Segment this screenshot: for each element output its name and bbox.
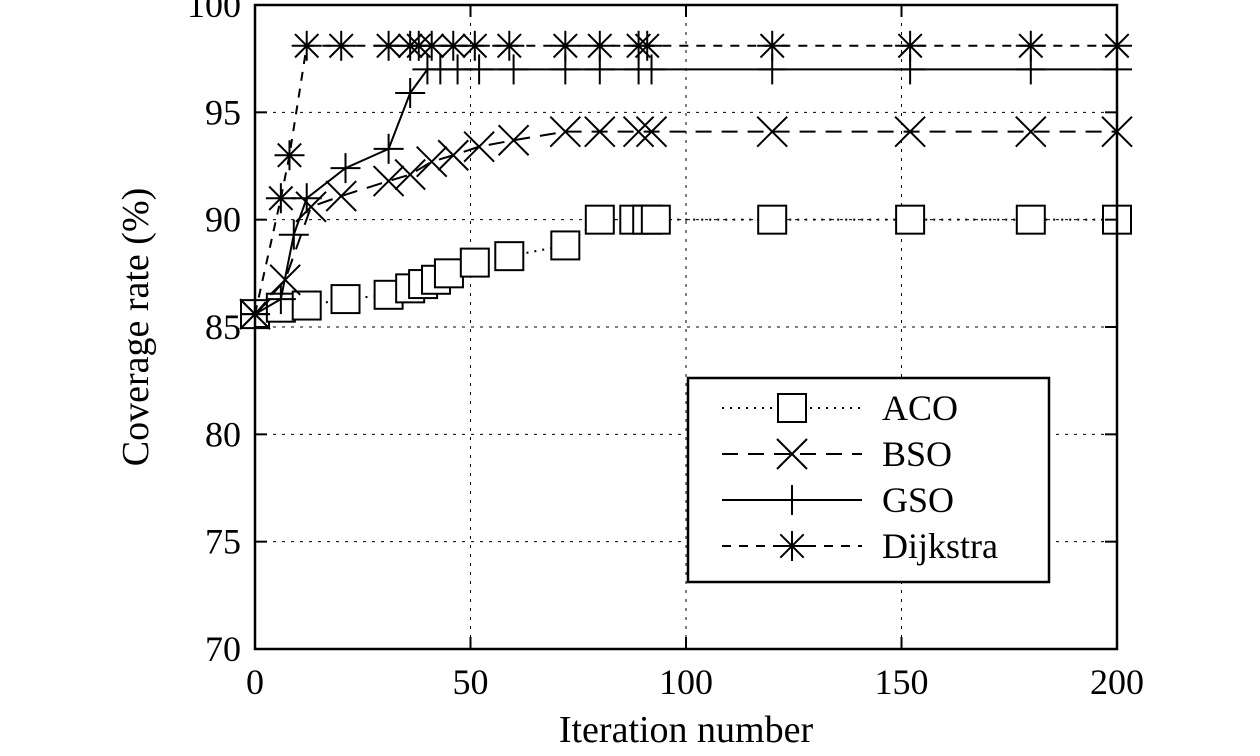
x-tick-label: 150 [875,662,929,702]
point-marker-plus [777,485,807,515]
point-marker-x [463,130,495,163]
point-marker-plus [636,54,667,85]
series-group [239,30,1133,330]
point-marker-x [394,158,426,191]
point-marker-x [622,115,655,148]
point-marker-plus [265,284,296,315]
point-marker-x [776,438,808,470]
point-marker-x [549,115,582,148]
point-marker-asterisk [494,30,525,61]
series-dijkstra [240,30,1132,330]
y-axis-title: Coverage rate (%) [115,188,157,467]
point-marker-square [459,247,490,278]
point-marker-x [497,124,530,156]
y-tick-label: 70 [205,629,241,669]
point-marker-asterisk [777,531,807,561]
legend-label: ACO [882,388,958,428]
point-marker-plus [278,219,309,250]
y-tick-label: 85 [205,307,241,347]
point-marker-square [777,393,807,423]
point-marker-plus [373,133,404,164]
series-gso [240,54,1132,330]
point-marker-square [757,204,788,235]
point-marker-x [756,115,788,148]
point-marker-square [433,258,464,289]
point-marker-x [894,115,926,148]
point-marker-plus [395,78,426,109]
ticks: 70 75 80 85 90 95 100 0 50 100 150 200 [187,0,1144,702]
point-marker-asterisk [1015,30,1046,61]
point-marker-square [550,230,581,261]
legend-item-bso: BSO [722,434,952,474]
point-marker-plus [330,153,361,184]
x-tick-label: 0 [246,662,264,702]
legend-label: BSO [882,434,952,474]
y-tick-label: 100 [187,0,241,25]
point-marker-x [325,180,357,212]
point-marker-square [330,284,361,315]
point-marker-asterisk [757,30,788,61]
point-marker-square [640,204,671,235]
point-marker-asterisk [291,30,322,61]
point-marker-x [635,115,668,148]
legend-label: GSO [882,480,954,520]
legend: ACO BSO GSO Dijkstra [686,376,1051,584]
point-marker-x [437,139,469,171]
point-marker-x [1015,115,1047,148]
point-marker-asterisk [632,30,663,61]
point-marker-asterisk [416,30,447,61]
x-tick-label: 200 [1090,662,1144,702]
legend-item-gso: GSO [722,480,954,520]
point-marker-asterisk [326,30,357,61]
point-marker-x [372,165,405,197]
x-tick-label: 100 [659,662,713,702]
point-marker-asterisk [550,30,581,61]
point-marker-asterisk [274,140,305,171]
point-marker-square [1015,204,1046,235]
point-marker-square [494,241,525,272]
point-marker-plus [498,54,529,85]
x-tick-label: 50 [453,662,489,702]
point-marker-square [291,290,322,321]
point-marker-asterisk [584,30,615,61]
x-axis-title: Iteration number [559,709,814,751]
point-marker-square [895,204,926,235]
legend-item-aco: ACO [722,388,958,428]
legend-item-dijkstra: Dijkstra [722,526,998,566]
point-marker-x [416,145,448,178]
point-marker-asterisk [459,30,490,61]
series-line [254,130,1117,315]
y-tick-label: 75 [205,522,241,562]
y-tick-label: 95 [205,92,241,132]
point-marker-plus [291,183,322,214]
legend-label: Dijkstra [882,526,998,566]
legend-box [686,376,1051,584]
point-marker-asterisk [895,30,926,61]
point-marker-asterisk [265,183,296,214]
point-marker-x [584,115,616,148]
point-marker-square [584,204,615,235]
y-tick-label: 90 [205,200,241,240]
point-marker-plus [464,54,495,85]
y-tick-label: 80 [205,414,241,454]
